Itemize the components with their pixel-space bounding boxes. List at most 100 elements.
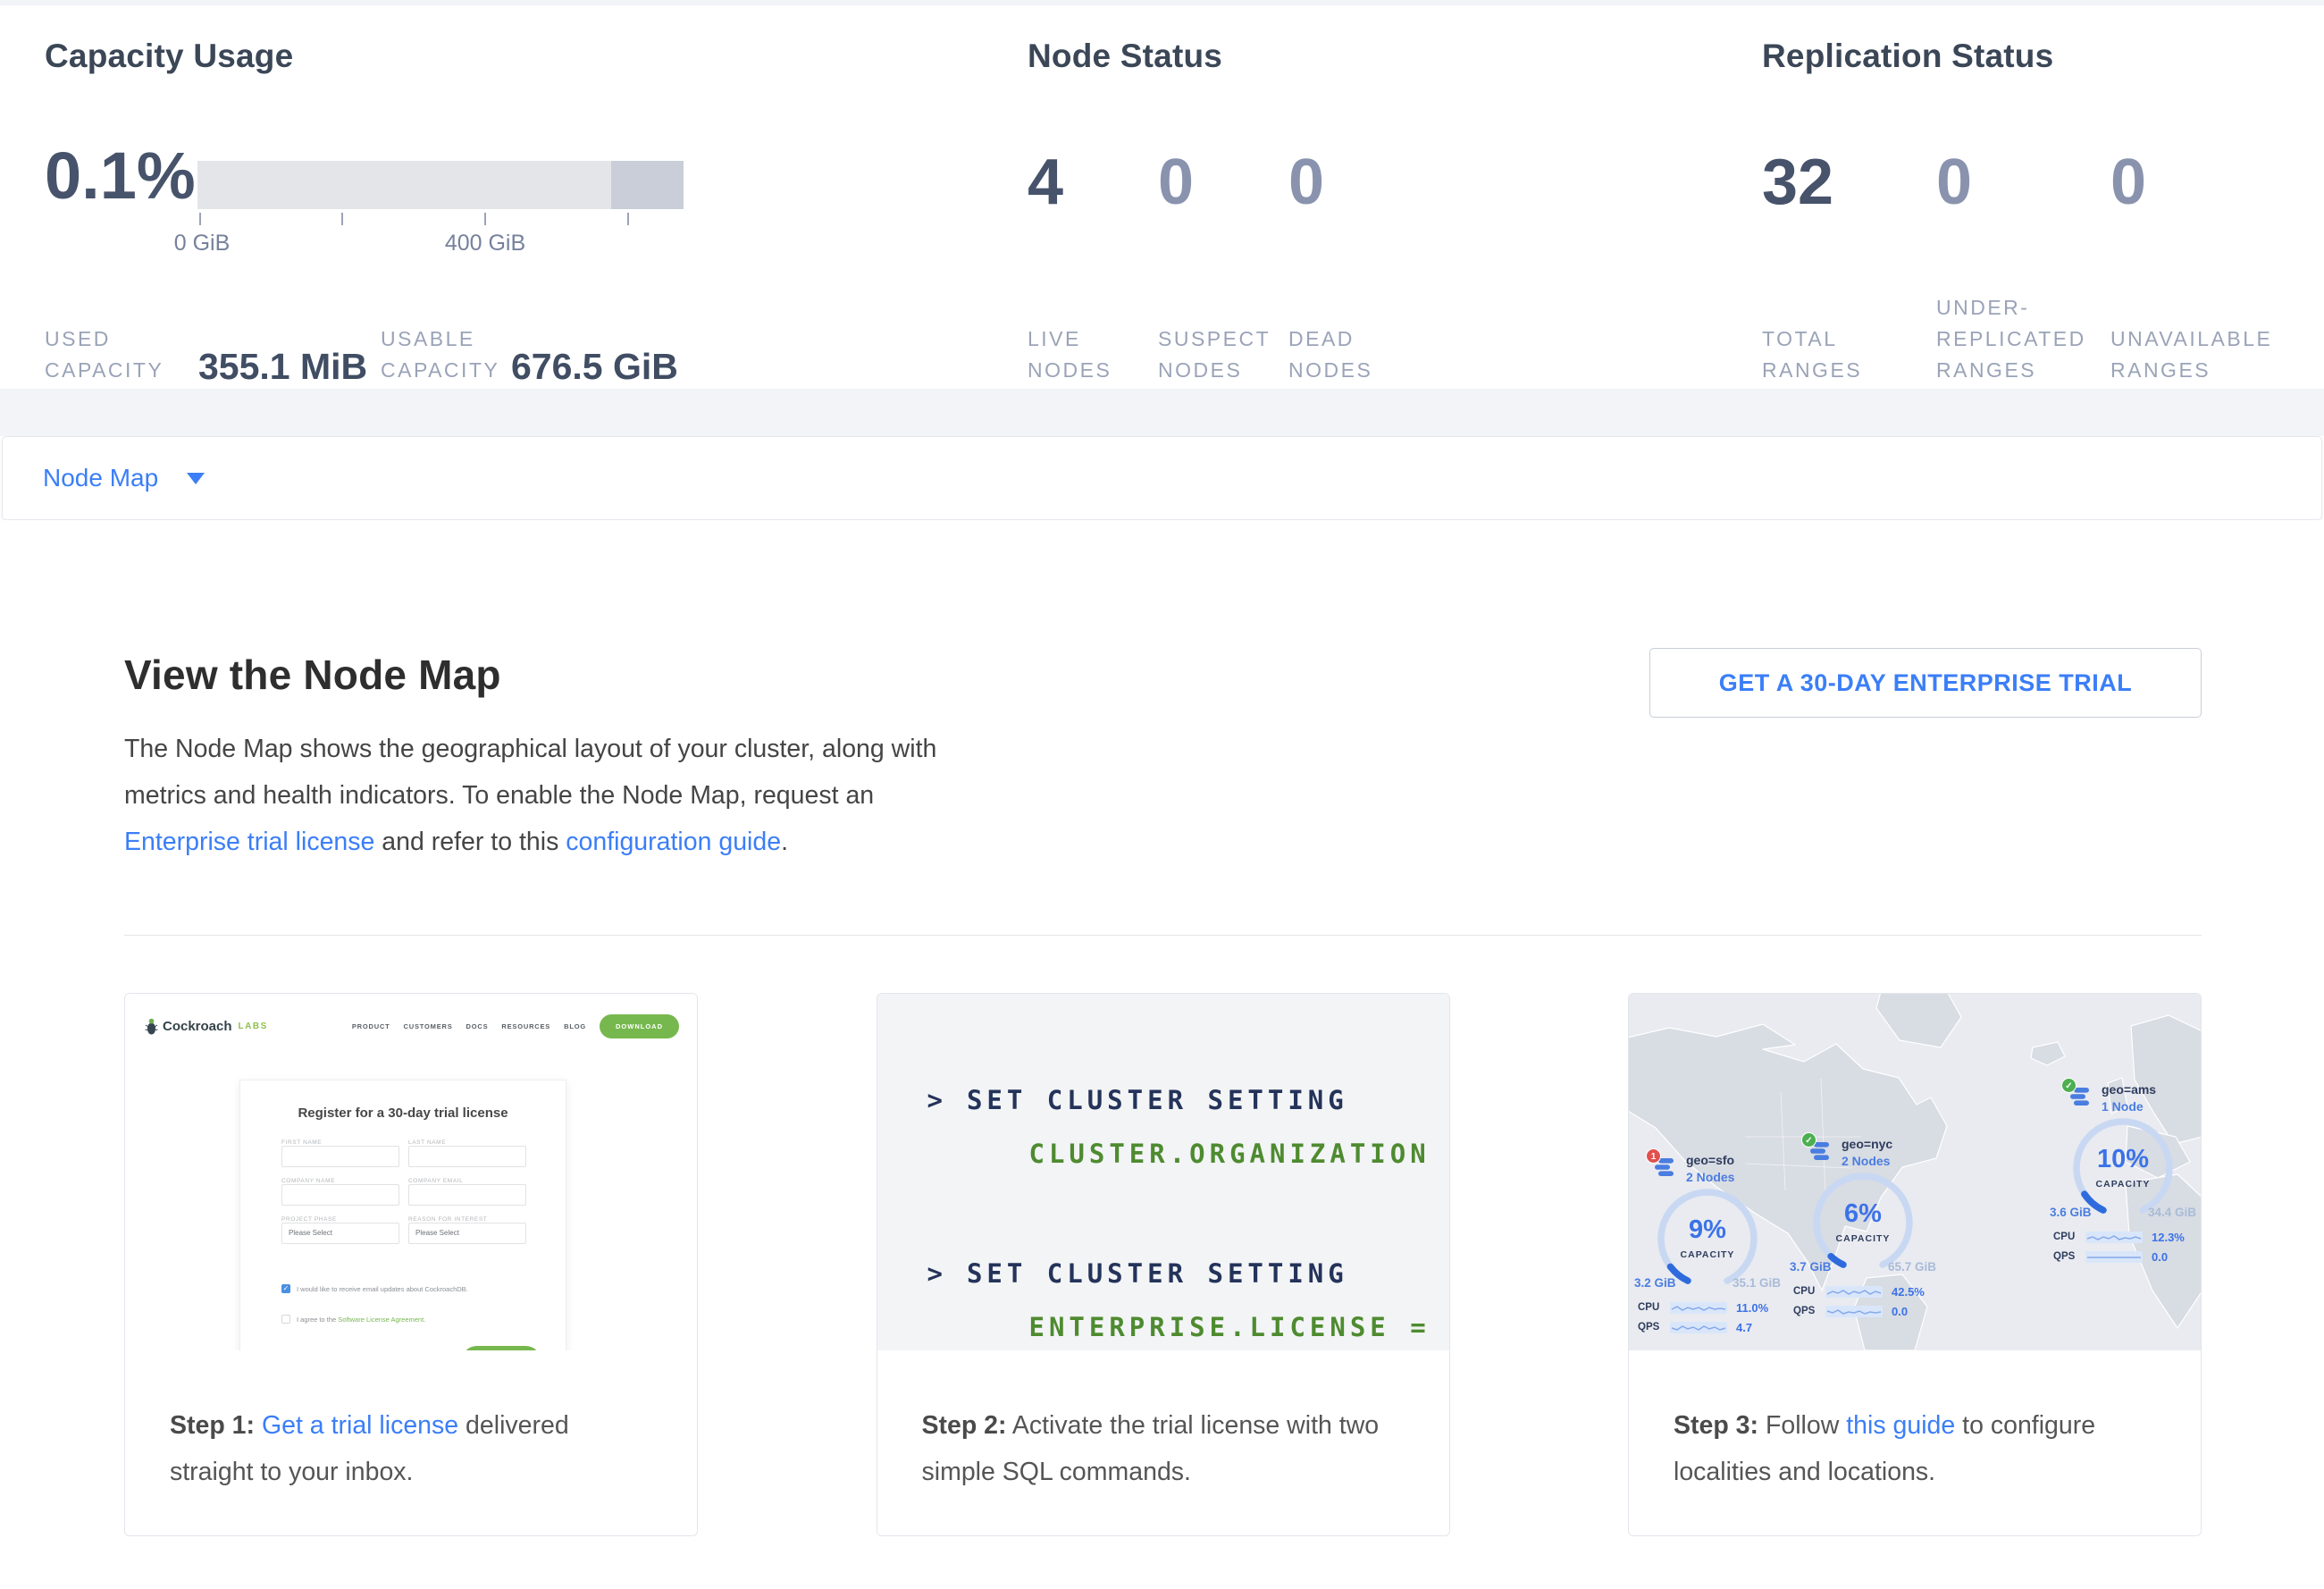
healthy-badge-icon: ✓ [2061,1078,2076,1093]
nav-product: PRODUCT [351,1022,390,1030]
get-trial-license-link[interactable]: Get a trial license [261,1411,459,1440]
total-ranges-label: TOTAL RANGES [1762,327,1863,382]
node-map-placeholder-section: View the Node Map The Node Map shows the… [0,520,2324,1589]
step3-node-map-preview: 1 geo=sfo 2 Nodes 9 [1629,994,2201,1350]
capacity-used-value: 3.2 GiB [1634,1276,1676,1290]
email-updates-text: I would like to receive email updates ab… [297,1284,468,1293]
chevron-down-icon [187,472,206,484]
step1-screenshot: Cockroach LABS PRODUCT CUSTOMERS DOCS RE… [125,994,697,1350]
capacity-stats-row: USED CAPACITY 355.1 MiB USABLE CAPACITY … [45,248,742,390]
healthy-badge-icon: ✓ [1801,1132,1816,1148]
dead-nodes-label: DEAD NODES [1288,327,1373,382]
company-email-field [408,1184,526,1206]
cpu-label: CPU [1638,1302,1660,1313]
description-text: The Node Map shows the geographical layo… [124,735,937,810]
capacity-percent-value: 9% [1689,1215,1726,1244]
section-description: The Node Map shows the geographical layo… [124,726,982,865]
enterprise-trial-license-link[interactable]: Enterprise trial license [124,828,375,856]
qps-value: 0.0 [2152,1249,2169,1264]
description-text: and refer to this [374,828,566,856]
qps-sparkline [1825,1305,1883,1317]
locality-name: geo=nyc [1842,1137,1893,1151]
cpu-value: 12.3% [2152,1230,2185,1244]
sql-argument-line-2: ENTERPRISE.LICENSE = [1028,1312,1430,1342]
world-map [1629,994,2201,1350]
capacity-total-value: 35.1 GiB [1732,1276,1781,1290]
sql-command-line-2: > SET CLUSTER SETTING [927,1258,1348,1289]
cpu-sparkline [1825,1285,1883,1298]
last-name-label: LAST NAME [408,1139,447,1146]
locality-node-count: 2 Nodes [1842,1154,1891,1168]
capacity-gauge: 10% CAPACITY [2069,1114,2177,1222]
usable-capacity-value: 676.5 GiB [511,346,678,387]
first-name-field [281,1146,399,1167]
reason-for-interest-select: Please Select [408,1223,526,1244]
sql-prompt: > [927,1258,947,1289]
agree-text: I agree to the [297,1315,339,1324]
get-enterprise-trial-button[interactable]: GET A 30-DAY ENTERPRISE TRIAL [1649,648,2202,718]
panel-divider-band [0,389,2324,436]
configuration-guide-link[interactable]: configuration guide [566,828,782,856]
trial-license-form: Register for a 30-day trial license FIRS… [239,1080,566,1350]
cpu-sparkline [2085,1231,2143,1243]
sql-argument-line-1: CLUSTER.ORGANIZATION = [1028,1139,1449,1169]
total-ranges-value: 32 [1762,147,1834,218]
dead-nodes-value: 0 [1288,147,1325,218]
download-button: DOWNLOAD [600,1013,679,1038]
company-email-label: COMPANY EMAIL [408,1178,464,1184]
brand-name: Cockroach [163,1018,232,1034]
email-updates-checkbox-row: ✓ I would like to receive email updates … [281,1284,468,1293]
capacity-bar [197,161,684,209]
locality-nyc: ✓ geo=nyc 2 Nodes 6 [1790,1132,1990,1324]
license-agreement-text: I agree to the Software License Agreemen… [297,1316,425,1324]
capacity-percent-value: 10% [2096,1145,2150,1173]
brand-suffix: LABS [238,1021,268,1031]
section-divider [124,935,2202,936]
capacity-gauge-label: CAPACITY [1680,1249,1735,1260]
replication-status-group: Replication Status 32 0 0 TOTAL RANGES U… [1762,38,2298,388]
locality-name: geo=ams [2102,1082,2157,1097]
axis-tick [484,213,486,225]
first-name-label: FIRST NAME [281,1139,323,1146]
qps-label: QPS [1793,1306,1816,1316]
empty-checkbox-icon [281,1315,290,1324]
replication-status-title: Replication Status [1762,38,2054,74]
step2-caption: Step 2: Activate the trial license with … [921,1411,1380,1486]
capacity-total-value: 65.7 GiB [1887,1260,1936,1274]
nav-resources: RESOURCES [501,1022,551,1030]
locality-name: geo=sfo [1686,1153,1735,1167]
used-capacity-value: 355.1 MiB [198,346,368,387]
this-guide-link[interactable]: this guide [1846,1411,1956,1440]
license-agreement-checkbox-row: I agree to the Software License Agreemen… [281,1315,425,1324]
unavailable-ranges-label: UNAVAILABLE RANGES [2110,327,2273,382]
capacity-used-value: 3.7 GiB [1790,1260,1832,1274]
capacity-gauge-label: CAPACITY [2095,1179,2151,1190]
capacity-gauge: 9% CAPACITY [1654,1185,1761,1292]
step2-sql-snippet: > SET CLUSTER SETTING CLUSTER.ORGANIZATIO… [877,994,1449,1350]
qps-value: 0.0 [1892,1304,1909,1318]
under-replicated-ranges-label: UNDER-REPLICATED RANGES [1936,296,2086,382]
section-title: View the Node Map [124,652,501,698]
capacity-total-value: 34.4 GiB [2147,1206,2196,1219]
capacity-percent: 0.1% [45,139,196,213]
database-stack-icon: 1 [1646,1148,1677,1178]
node-map-view-dropdown[interactable]: Node Map [2,436,2322,520]
capacity-gauge-label: CAPACITY [1835,1233,1891,1244]
capacity-bar-reserved-segment [611,161,684,209]
company-name-label: COMPANY NAME [281,1178,336,1184]
capacity-gauge: 6% CAPACITY [1809,1169,1917,1276]
company-name-field [281,1184,399,1206]
checked-checkbox-icon: ✓ [281,1284,290,1293]
axis-tick-label-0: 0 GiB [173,231,231,256]
locality-ams: ✓ geo=ams 1 Node 10 [2050,1078,2201,1270]
nav-customers: CUSTOMERS [403,1022,453,1030]
reason-for-interest-label: REASON FOR INTEREST [408,1216,488,1223]
cpu-value: 11.0% [1736,1300,1769,1315]
cpu-sparkline [1670,1301,1727,1314]
step2-card: > SET CLUSTER SETTING CLUSTER.ORGANIZATIO… [876,993,1450,1536]
usable-capacity-label: USABLE CAPACITY [381,327,500,382]
capacity-percent-value: 6% [1844,1199,1882,1228]
mini-site-nav: PRODUCT CUSTOMERS DOCS RESOURCES BLOG DO… [351,1013,679,1038]
live-nodes-value: 4 [1028,147,1064,218]
nav-docs: DOCS [466,1022,489,1030]
